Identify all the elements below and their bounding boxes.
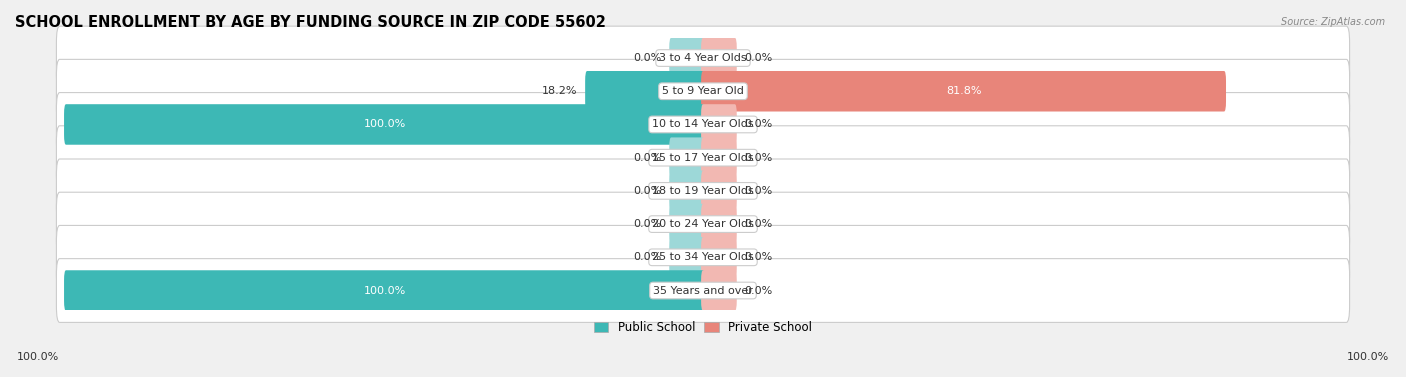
Text: Source: ZipAtlas.com: Source: ZipAtlas.com xyxy=(1281,17,1385,27)
Text: 0.0%: 0.0% xyxy=(744,186,773,196)
Text: 0.0%: 0.0% xyxy=(633,186,662,196)
FancyBboxPatch shape xyxy=(56,126,1350,190)
FancyBboxPatch shape xyxy=(702,137,737,178)
Text: 15 to 17 Year Olds: 15 to 17 Year Olds xyxy=(652,153,754,162)
FancyBboxPatch shape xyxy=(56,59,1350,123)
FancyBboxPatch shape xyxy=(669,137,704,178)
Text: 0.0%: 0.0% xyxy=(744,285,773,296)
FancyBboxPatch shape xyxy=(669,38,704,78)
FancyBboxPatch shape xyxy=(702,204,737,244)
FancyBboxPatch shape xyxy=(65,270,704,311)
Text: 0.0%: 0.0% xyxy=(744,252,773,262)
FancyBboxPatch shape xyxy=(56,259,1350,322)
Text: 10 to 14 Year Olds: 10 to 14 Year Olds xyxy=(652,120,754,129)
FancyBboxPatch shape xyxy=(65,104,704,145)
FancyBboxPatch shape xyxy=(56,192,1350,256)
FancyBboxPatch shape xyxy=(585,71,704,112)
Text: 0.0%: 0.0% xyxy=(744,219,773,229)
FancyBboxPatch shape xyxy=(702,237,737,277)
Text: 3 to 4 Year Olds: 3 to 4 Year Olds xyxy=(659,53,747,63)
Text: 0.0%: 0.0% xyxy=(633,153,662,162)
Text: 100.0%: 100.0% xyxy=(17,352,59,362)
Text: 20 to 24 Year Olds: 20 to 24 Year Olds xyxy=(652,219,754,229)
Text: 0.0%: 0.0% xyxy=(633,219,662,229)
Text: 0.0%: 0.0% xyxy=(633,53,662,63)
FancyBboxPatch shape xyxy=(669,237,704,277)
FancyBboxPatch shape xyxy=(669,204,704,244)
Text: SCHOOL ENROLLMENT BY AGE BY FUNDING SOURCE IN ZIP CODE 55602: SCHOOL ENROLLMENT BY AGE BY FUNDING SOUR… xyxy=(15,15,606,30)
FancyBboxPatch shape xyxy=(702,38,737,78)
Text: 100.0%: 100.0% xyxy=(363,285,405,296)
Text: 100.0%: 100.0% xyxy=(363,120,405,129)
FancyBboxPatch shape xyxy=(56,225,1350,289)
FancyBboxPatch shape xyxy=(56,26,1350,90)
Text: 0.0%: 0.0% xyxy=(744,53,773,63)
Text: 18.2%: 18.2% xyxy=(541,86,578,96)
Text: 35 Years and over: 35 Years and over xyxy=(652,285,754,296)
Text: 100.0%: 100.0% xyxy=(1347,352,1389,362)
Text: 0.0%: 0.0% xyxy=(744,120,773,129)
FancyBboxPatch shape xyxy=(56,93,1350,156)
FancyBboxPatch shape xyxy=(702,104,737,145)
FancyBboxPatch shape xyxy=(669,171,704,211)
Text: 0.0%: 0.0% xyxy=(744,153,773,162)
FancyBboxPatch shape xyxy=(702,71,1226,112)
FancyBboxPatch shape xyxy=(702,270,737,311)
FancyBboxPatch shape xyxy=(702,171,737,211)
Text: 25 to 34 Year Olds: 25 to 34 Year Olds xyxy=(652,252,754,262)
Text: 0.0%: 0.0% xyxy=(633,252,662,262)
Text: 18 to 19 Year Olds: 18 to 19 Year Olds xyxy=(652,186,754,196)
Text: 5 to 9 Year Old: 5 to 9 Year Old xyxy=(662,86,744,96)
Legend: Public School, Private School: Public School, Private School xyxy=(591,317,815,337)
FancyBboxPatch shape xyxy=(56,159,1350,223)
Text: 81.8%: 81.8% xyxy=(946,86,981,96)
